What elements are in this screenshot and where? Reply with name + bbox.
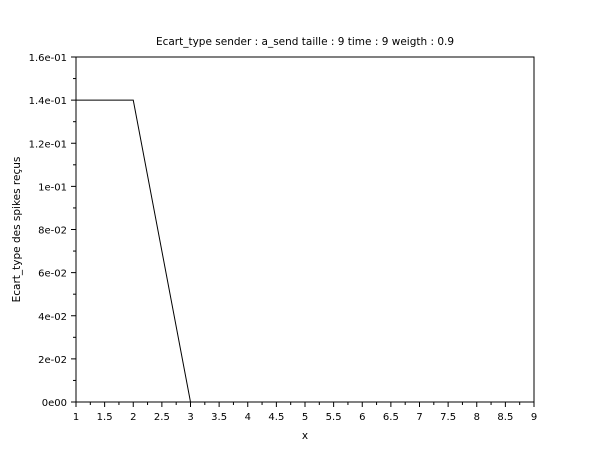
x-tick-label: 5.5 — [326, 412, 342, 423]
series-line — [76, 99, 534, 403]
y-tick-label: 6e-02 — [38, 269, 67, 280]
y-tick-label: 8e-02 — [38, 226, 67, 237]
y-tick-label: 1e-01 — [38, 182, 67, 193]
x-axis-label: x — [302, 430, 308, 442]
x-tick-label: 5 — [302, 412, 308, 423]
x-tick-label: 4.5 — [268, 412, 284, 423]
plot-frame — [75, 56, 535, 403]
y-axis-label: Ecart_type des spikes reçus — [11, 157, 23, 303]
y-tick-label: 1.6e-01 — [29, 53, 67, 64]
x-tick-label: 6 — [359, 412, 365, 423]
x-tick-label: 6.5 — [383, 412, 399, 423]
plot-area: 1 1.5 2 2.5 3 3.5 4 4.5 5 5.5 6 6.5 7 7.5 8 8.5 9 0e00 2e-… — [29, 53, 538, 423]
x-tick-label: 7.5 — [440, 412, 456, 423]
y-tick-label: 1.2e-01 — [29, 139, 67, 150]
x-tick-label: 2 — [130, 412, 136, 423]
x-tick-label: 3 — [187, 412, 193, 423]
x-tick-label: 3.5 — [211, 412, 227, 423]
y-tick-label: 2e-02 — [38, 355, 67, 366]
x-tick-label: 7 — [416, 412, 422, 423]
x-tick-label: 4 — [245, 412, 251, 423]
x-tick-label: 1.5 — [97, 412, 113, 423]
chart-title: Ecart_type sender : a_send taille : 9 ti… — [156, 36, 454, 48]
y-tick-label: 4e-02 — [38, 312, 67, 323]
x-tick-label: 1 — [73, 412, 79, 423]
y-tick-label: 0e00 — [42, 398, 67, 409]
x-tick-label: 2.5 — [154, 412, 170, 423]
x-tick-label: 8.5 — [497, 412, 513, 423]
x-tick-label: 9 — [531, 412, 537, 423]
x-tick-label: 8 — [474, 412, 480, 423]
y-tick-label: 1.4e-01 — [29, 96, 67, 107]
